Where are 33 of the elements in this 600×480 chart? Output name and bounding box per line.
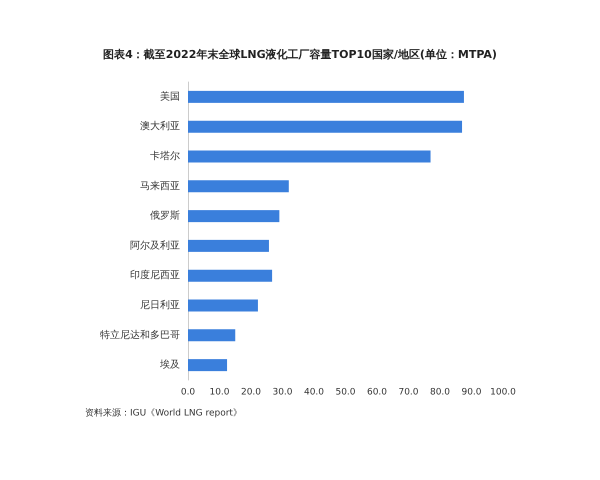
y-tick-label: 卡塔尔 [150, 150, 180, 162]
x-tick-label: 50.0 [335, 388, 356, 398]
y-tick-label: 澳大利亚 [140, 120, 180, 132]
x-tick-label: 70.0 [398, 388, 419, 398]
y-tick-label: 俄罗斯 [150, 210, 180, 222]
y-tick-label: 阿尔及利亚 [130, 239, 180, 252]
x-tick-label: 20.0 [240, 388, 262, 398]
x-tick-label: 30.0 [272, 388, 293, 398]
bar [188, 240, 269, 252]
bar [188, 180, 289, 192]
bar [188, 90, 464, 103]
x-tick-label: 60.0 [366, 388, 388, 398]
bar [188, 120, 462, 133]
chart-title: 图表4：截至2022年末全球LNG液化工厂容量TOP10国家/地区(单位：MTPA) [103, 48, 497, 61]
y-tick-label: 特立尼达和多巴哥 [100, 328, 180, 341]
bar [188, 210, 280, 222]
x-tick-label: 80.0 [430, 388, 450, 398]
bar [188, 270, 272, 282]
y-tick-label: 马来西亚 [140, 180, 180, 192]
bar [188, 359, 228, 372]
x-tick-label: 40.0 [304, 388, 324, 398]
text: 资料来源：IGU《World LNG report》 [85, 408, 242, 418]
y-tick-label: 埃及 [159, 358, 180, 371]
y-tick-label: 印度尼西亚 [130, 269, 180, 282]
bar [188, 329, 236, 342]
x-tick-label: 90.0 [461, 388, 482, 398]
bar [188, 300, 258, 312]
y-tick-label: 美国 [160, 90, 180, 102]
x-tick-label: 10.0 [209, 388, 230, 398]
x-tick-label: 100.0 [490, 388, 516, 398]
bar [188, 150, 431, 162]
y-tick-label: 尼日利亚 [140, 299, 180, 311]
x-tick-label: 0.0 [180, 388, 196, 398]
